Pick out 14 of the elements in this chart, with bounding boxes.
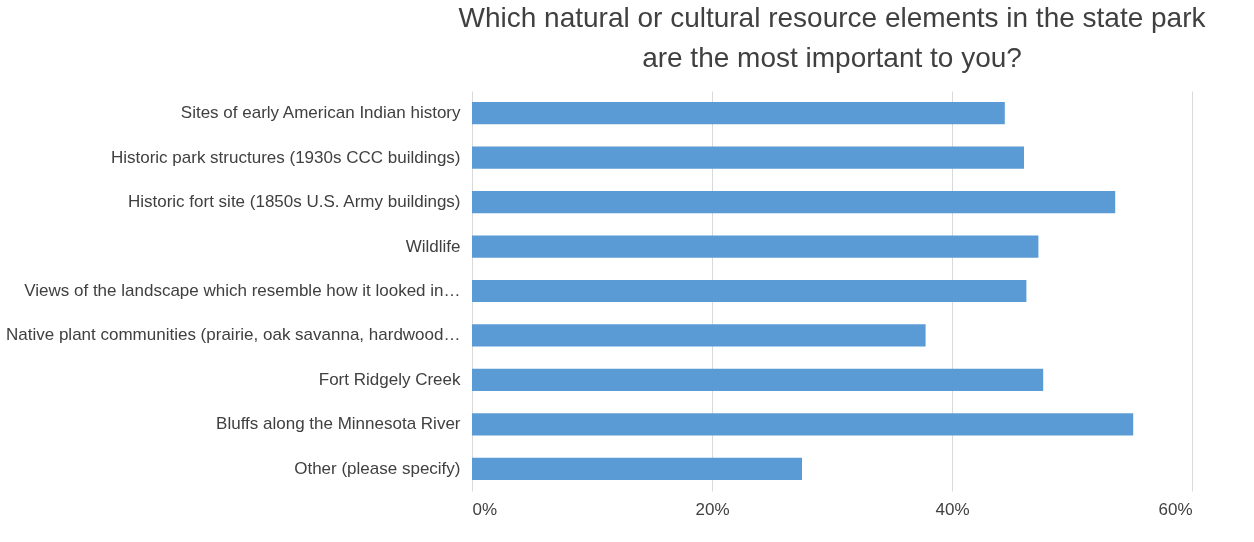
x-tick-label: 20%: [695, 499, 730, 519]
y-tick-label: Wildlife: [405, 236, 461, 256]
x-tick-label: 0%: [472, 499, 498, 519]
y-tick-label: Views of the landscape which resemble how it looked in…: [24, 281, 461, 300]
y-tick-label: Sites of early American Indian history: [180, 103, 461, 123]
y-tick-label: Native plant communities (prairie, oak savanna, hardwood…: [5, 325, 461, 345]
chart-title: Which natural or cultural resource elements in the state park are the most important to you?: [458, 2, 1207, 73]
y-tick-label: Other (please specify): [294, 458, 461, 478]
y-tick-label: Historic fort site (1850s U.S. Army buildings): [127, 192, 461, 212]
y-tick-label: Bluffs along the Minnesota River: [216, 414, 461, 434]
x-tick-label: 40%: [935, 499, 970, 519]
y-tick-label: Historic park structures (1930s CCC buildings): [110, 147, 461, 167]
y-tick-label: Fort Ridgely Creek: [318, 369, 461, 389]
x-tick-label: 60%: [1158, 499, 1193, 519]
